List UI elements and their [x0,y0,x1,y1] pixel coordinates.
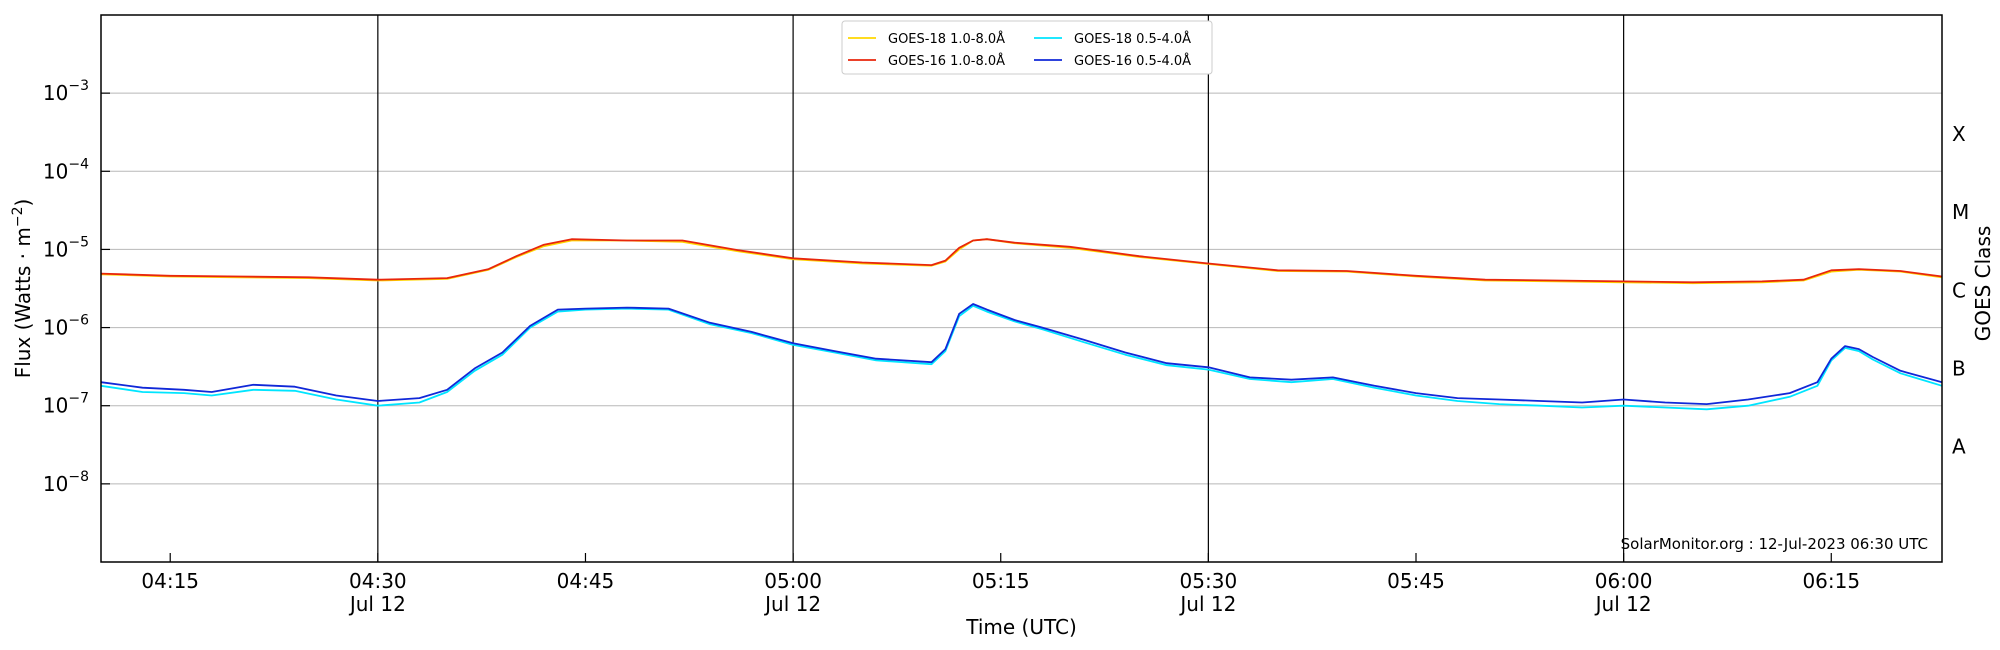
x-tick-label: 06:00 [1595,569,1653,593]
x-tick-label: 04:15 [141,569,199,593]
y-axis-title-close: ) [11,199,35,207]
series-line-0 [100,238,1943,285]
goes-class-label: M [1952,200,1969,224]
legend-item: GOES-16 1.0-8.0Å [848,53,1005,69]
x-tick-label: 06:15 [1802,569,1860,593]
y-tick-label: 10−5 [43,234,89,261]
x-tick-label: 05:45 [1387,569,1445,593]
y-tick-label: 10−6 [43,313,89,340]
y-axis-ticks: 10−8 10−7 10−6 10−5 10−4 10−3 [43,78,110,496]
goes-class-label: B [1952,356,1966,380]
series-line-1 [100,238,1943,284]
x-tick-label: 05:00 [764,569,822,593]
legend-box [841,20,1213,75]
goes-class-label: X [1952,122,1966,146]
goes-class-label: C [1952,278,1966,302]
x-tick-date-label: Jul 12 [1594,592,1652,616]
y-axis-title: Flux (Watts · m−2) [10,199,35,379]
y-tick-label: 10−4 [43,156,89,183]
x-tick-label: 04:30 [349,569,407,593]
day-vertical-lines [377,15,1625,562]
legend-label: GOES-16 1.0-8.0Å [888,53,1005,69]
x-tick-label: 04:45 [557,569,615,593]
legend-item: GOES-18 0.5-4.0Å [1034,31,1191,47]
legend: GOES-18 1.0-8.0Å GOES-16 1.0-8.0Å GOES-18 … [841,20,1213,75]
legend-label: GOES-18 0.5-4.0Å [1074,31,1191,47]
series-line-3 [100,303,1943,406]
y-axis-title-main: Flux (Watts · m [11,227,35,378]
credit-text: SolarMonitor.org : 12-Jul-2023 06:30 UTC [1621,535,1928,553]
goes-class-label: A [1952,435,1966,459]
x-tick-date-label: Jul 12 [763,592,821,616]
series-lines [100,238,1943,411]
legend-item: GOES-18 1.0-8.0Å [848,31,1005,47]
y-axis-title-exponent: −2 [10,207,26,228]
plot-frame [100,14,1943,563]
x-tick-label: 05:30 [1180,569,1238,593]
y-tick-label: 10−8 [43,469,89,496]
x-tick-label: 05:15 [972,569,1030,593]
y-tick-label: 10−3 [43,78,89,105]
x-tick-date-label: Jul 12 [1178,592,1236,616]
series-line-2 [100,304,1943,411]
legend-label: GOES-16 0.5-4.0Å [1074,53,1191,69]
goes-class-labels: A B C M X [1952,122,1969,459]
grid-lines [101,92,1942,485]
x-tick-date-label: Jul 12 [348,592,406,616]
goes-class-axis-title: GOES Class [1971,226,1995,342]
legend-label: GOES-18 1.0-8.0Å [888,31,1005,47]
legend-item: GOES-16 0.5-4.0Å [1034,53,1191,69]
x-axis-title: Time (UTC) [965,615,1077,639]
y-tick-label: 10−7 [43,391,89,418]
